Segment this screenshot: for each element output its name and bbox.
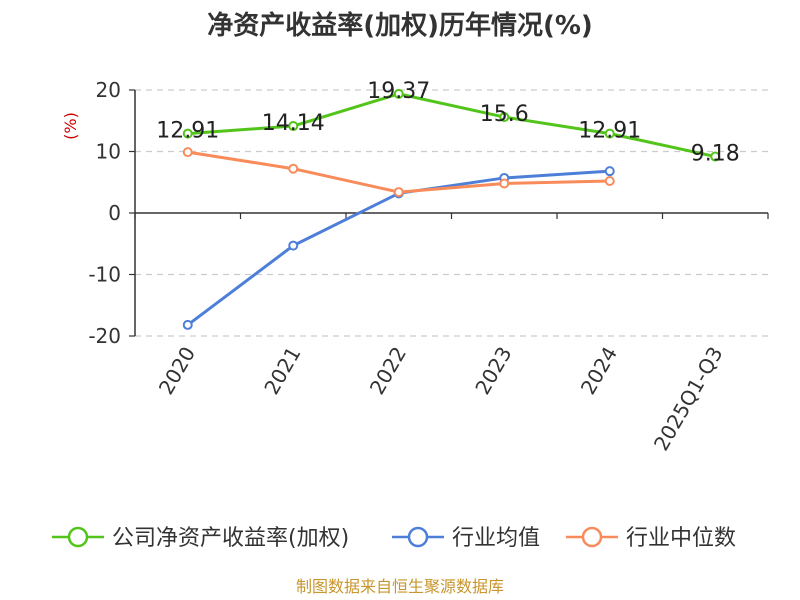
series-line <box>187 150 610 194</box>
data-point[interactable] <box>288 240 299 251</box>
data-point[interactable] <box>604 176 615 187</box>
legend-swatch-marker <box>581 526 603 548</box>
legend-item-label[interactable]: 行业中位数 <box>626 526 736 551</box>
y-tick-label: 20 <box>96 78 121 102</box>
data-labels: 12.91 14.14 19.37 15.6 12.91 9.18 <box>156 79 739 167</box>
data-label: 12.91 <box>156 119 219 144</box>
y-tick-label: -20 <box>88 324 121 348</box>
data-point[interactable] <box>182 319 193 330</box>
series-lines <box>182 88 721 330</box>
source-footer: 制图数据来自恒生聚源数据库 <box>296 577 504 596</box>
data-point[interactable] <box>499 178 510 189</box>
data-point[interactable] <box>604 166 615 177</box>
data-label: 14.14 <box>262 111 325 136</box>
y-tick-label: 10 <box>96 140 121 164</box>
data-point[interactable] <box>499 112 510 123</box>
data-point[interactable] <box>393 88 404 99</box>
x-tick-label: 2022 <box>365 343 411 399</box>
legend-swatch-marker <box>407 526 429 548</box>
legend-item-label[interactable]: 行业均值 <box>452 526 540 551</box>
data-label: 19.37 <box>367 79 430 104</box>
legend-item-label[interactable]: 公司净资产收益率(加权) <box>112 526 349 551</box>
legend-swatch-marker <box>67 526 89 548</box>
x-tick-label: 2025Q1-Q3 <box>649 343 728 455</box>
y-tick-label: 0 <box>108 201 121 225</box>
x-tick-label: 2023 <box>470 343 516 399</box>
x-tick-label: 2021 <box>259 343 305 399</box>
legend[interactable]: 公司净资产收益率(加权) 行业均值 行业中位数 <box>52 526 736 551</box>
chart-title: 净资产收益率(加权)历年情况(%) <box>207 10 593 41</box>
data-label: 12.91 <box>578 119 641 144</box>
data-point[interactable] <box>604 128 615 139</box>
x-tick-label: 2024 <box>576 343 622 399</box>
data-point[interactable] <box>288 163 299 174</box>
data-point[interactable] <box>710 151 721 162</box>
data-point[interactable] <box>393 187 404 198</box>
data-point[interactable] <box>288 121 299 132</box>
data-point[interactable] <box>182 147 193 158</box>
series-line <box>187 92 716 159</box>
y-axis-label: (%) <box>61 112 80 140</box>
data-point[interactable] <box>182 128 193 139</box>
y-tick-label: -10 <box>88 263 121 287</box>
x-tick-label: 2020 <box>154 343 200 399</box>
data-label: 15.6 <box>480 102 529 127</box>
data-label: 9.18 <box>691 142 740 167</box>
